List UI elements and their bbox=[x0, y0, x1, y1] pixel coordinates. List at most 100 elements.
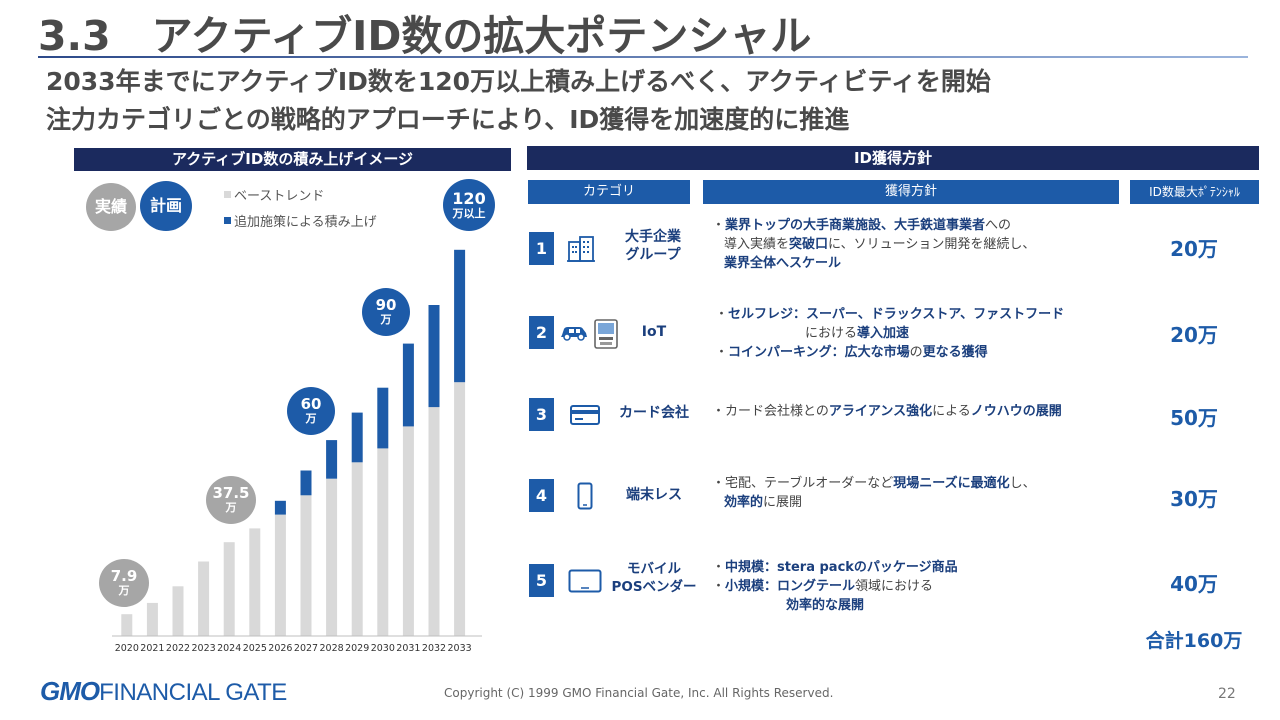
x-tick-label: 2028 bbox=[320, 643, 344, 654]
category-label: IoT bbox=[641, 324, 667, 340]
legend-add-swatch bbox=[224, 217, 231, 224]
x-tick-label: 2030 bbox=[371, 643, 395, 654]
policy-text-2: ・セルフレジ：スーパー、ドラックストア、ファストフード における導入加速 ・コイ… bbox=[715, 306, 1064, 363]
bar-2029-additional bbox=[351, 412, 363, 463]
legend-base-swatch bbox=[224, 191, 231, 198]
policy-line: ・セルフレジ：スーパー、ドラックストア、ファストフード bbox=[715, 307, 1065, 322]
policy-emphasis: 業界全体へスケール bbox=[724, 255, 842, 271]
policy-emphasis: 突破口 bbox=[789, 236, 829, 252]
bar-2028-additional bbox=[326, 440, 338, 479]
policy-fragment: における bbox=[805, 325, 858, 341]
bar-2027-base bbox=[300, 495, 312, 636]
page-number: 22 bbox=[1218, 686, 1236, 702]
bar-2030-base bbox=[377, 448, 389, 636]
x-tick-label: 2024 bbox=[217, 643, 241, 654]
x-tick-label: 2020 bbox=[115, 643, 139, 654]
logo-wordmark: FINANCIAL GATE bbox=[99, 679, 287, 706]
policy-line: 効率的な展開 bbox=[712, 597, 958, 616]
bar-2029-base bbox=[351, 462, 363, 636]
logo-gmo: GMO bbox=[40, 676, 100, 706]
potential-value: 20万 bbox=[1170, 237, 1218, 261]
actual-badge: 実績 bbox=[86, 183, 136, 231]
bar-2031-additional bbox=[402, 343, 414, 427]
bar-2022-base bbox=[172, 586, 184, 636]
row-number: 2 bbox=[529, 316, 554, 349]
total-potential: 合計160万 bbox=[1145, 630, 1243, 652]
policy-fragment: 導入実績を bbox=[724, 236, 790, 252]
legend-add-label: 追加施策による積み上げ bbox=[234, 215, 377, 230]
potential-value: 40万 bbox=[1170, 572, 1218, 596]
bar-2023-base bbox=[198, 561, 210, 636]
bar-2026-additional bbox=[274, 500, 286, 515]
policy-text-1: ・業界トップの大手商業施設、大手鉄道事業者への 導入実績を突破口に、ソリューショ… bbox=[712, 217, 1035, 274]
callout-2020: 7.9 万 bbox=[99, 559, 149, 607]
row-number: 4 bbox=[529, 479, 554, 512]
x-tick-label: 2033 bbox=[448, 643, 472, 654]
copyright-notice: Copyright (C) 1999 GMO Financial Gate, I… bbox=[444, 686, 834, 700]
chart-panel-heading: アクティブID数の積み上げイメージ bbox=[74, 148, 511, 171]
table-panel-heading: ID獲得方針 bbox=[527, 146, 1259, 170]
category-label: モバイル POSベンダー bbox=[606, 561, 702, 596]
car-icon bbox=[558, 318, 590, 346]
policy-emphasis: 現場ニーズに最適化 bbox=[893, 476, 1010, 491]
subtitle-line-1: 2033年までにアクティブID数を120万以上積み上げるべく、アクティビティを開… bbox=[46, 67, 991, 96]
bar-2031-base bbox=[402, 426, 414, 636]
callout-unit: 万 bbox=[118, 584, 130, 598]
policy-fragment: カード会社様との bbox=[725, 404, 829, 419]
row-number: 1 bbox=[529, 232, 554, 265]
policy-emphasis: セルフレジ：スーパー、ドラックストア、ファストフード bbox=[728, 307, 1065, 322]
x-tick-label: 2021 bbox=[140, 643, 164, 654]
callout-value: 37.5 bbox=[212, 484, 250, 503]
row-number: 3 bbox=[529, 398, 554, 431]
callout-unit: 万 bbox=[380, 313, 392, 327]
callout-value: 60 bbox=[300, 395, 322, 414]
category-label: 端末レス bbox=[626, 487, 682, 503]
policy-fragment: に、ソリューション開発を継続し、 bbox=[828, 236, 1036, 252]
policy-emphasis: 効率的 bbox=[724, 494, 764, 510]
policy-fragment: による bbox=[932, 404, 971, 419]
tablet-icon bbox=[566, 566, 604, 596]
policy-line: ・業界トップの大手商業施設、大手鉄道事業者への bbox=[712, 218, 1012, 233]
column-header-potential: ID数最大ﾎﾟﾃﾝｼｬﾙ bbox=[1130, 180, 1259, 204]
bar-2033-base bbox=[454, 382, 466, 636]
policy-fragment: 領域における bbox=[855, 578, 934, 594]
company-logo: GMOFINANCIAL GATE bbox=[40, 676, 287, 707]
bar-2020-base bbox=[121, 614, 133, 636]
policy-emphasis: 効率的な展開 bbox=[786, 597, 865, 613]
policy-text-5: ・中規模：stera packのパッケージ商品 ・小規模：ロングテール領域におけ… bbox=[712, 559, 958, 616]
bar-2021-base bbox=[146, 602, 158, 636]
policy-fragment: への bbox=[985, 218, 1012, 233]
policy-fragment: の bbox=[909, 344, 923, 360]
callout-2030: 90 万 bbox=[362, 288, 410, 336]
stacked-bar-chart: 2020 2021 2022 2023 2024 2025 2026 2027 2028 2029… bbox=[112, 249, 482, 654]
potential-value: 20万 bbox=[1170, 323, 1218, 347]
callout-unit: 万以上 bbox=[452, 206, 486, 220]
x-tick-label: 2025 bbox=[243, 643, 267, 654]
bar-2032-base bbox=[428, 407, 440, 636]
policy-emphasis: 業界トップの大手商業施設、大手鉄道事業者 bbox=[725, 218, 986, 233]
subtitle-line-2: 注力カテゴリごとの戦略的アプローチにより、ID獲得を加速度的に推進 bbox=[46, 105, 850, 134]
plan-badge: 計画 bbox=[140, 181, 192, 231]
policy-line: ・コインパーキング：広大な市場の更なる獲得 bbox=[715, 344, 988, 360]
policy-line: ・カード会社様とのアライアンス強化によるノウハウの展開 bbox=[712, 404, 1062, 419]
callout-value: 120 bbox=[452, 188, 486, 208]
potential-value: 50万 bbox=[1170, 406, 1218, 430]
policy-text-3: ・カード会社様とのアライアンス強化によるノウハウの展開 bbox=[712, 403, 1062, 422]
policy-emphasis: 小規模：ロングテール bbox=[725, 578, 856, 594]
category-label: 大手企業 グループ bbox=[608, 228, 698, 264]
x-tick-label: 2032 bbox=[422, 643, 446, 654]
policy-text-4: ・宅配、テーブルオーダーなど現場ニーズに最適化し、 効率的に展開 bbox=[712, 475, 1036, 513]
bar-2025-base bbox=[249, 528, 261, 636]
policy-line: ・中規模：stera packのパッケージ商品 bbox=[712, 560, 958, 575]
policy-emphasis: コインパーキング：広大な市場 bbox=[728, 344, 910, 360]
x-tick-label: 2023 bbox=[192, 643, 216, 654]
policy-emphasis: ノウハウの展開 bbox=[970, 404, 1062, 419]
potential-value: 30万 bbox=[1170, 487, 1218, 511]
callout-2033: 120 万以上 bbox=[443, 179, 495, 231]
category-line: グループ bbox=[625, 247, 681, 264]
smartphone-icon bbox=[574, 480, 596, 512]
slide-title: 3.3 アクティブID数の拡大ポテンシャル bbox=[38, 12, 812, 60]
bar-2027-additional bbox=[300, 470, 312, 496]
kiosk-icon bbox=[591, 317, 621, 351]
category-label: カード会社 bbox=[619, 405, 689, 421]
